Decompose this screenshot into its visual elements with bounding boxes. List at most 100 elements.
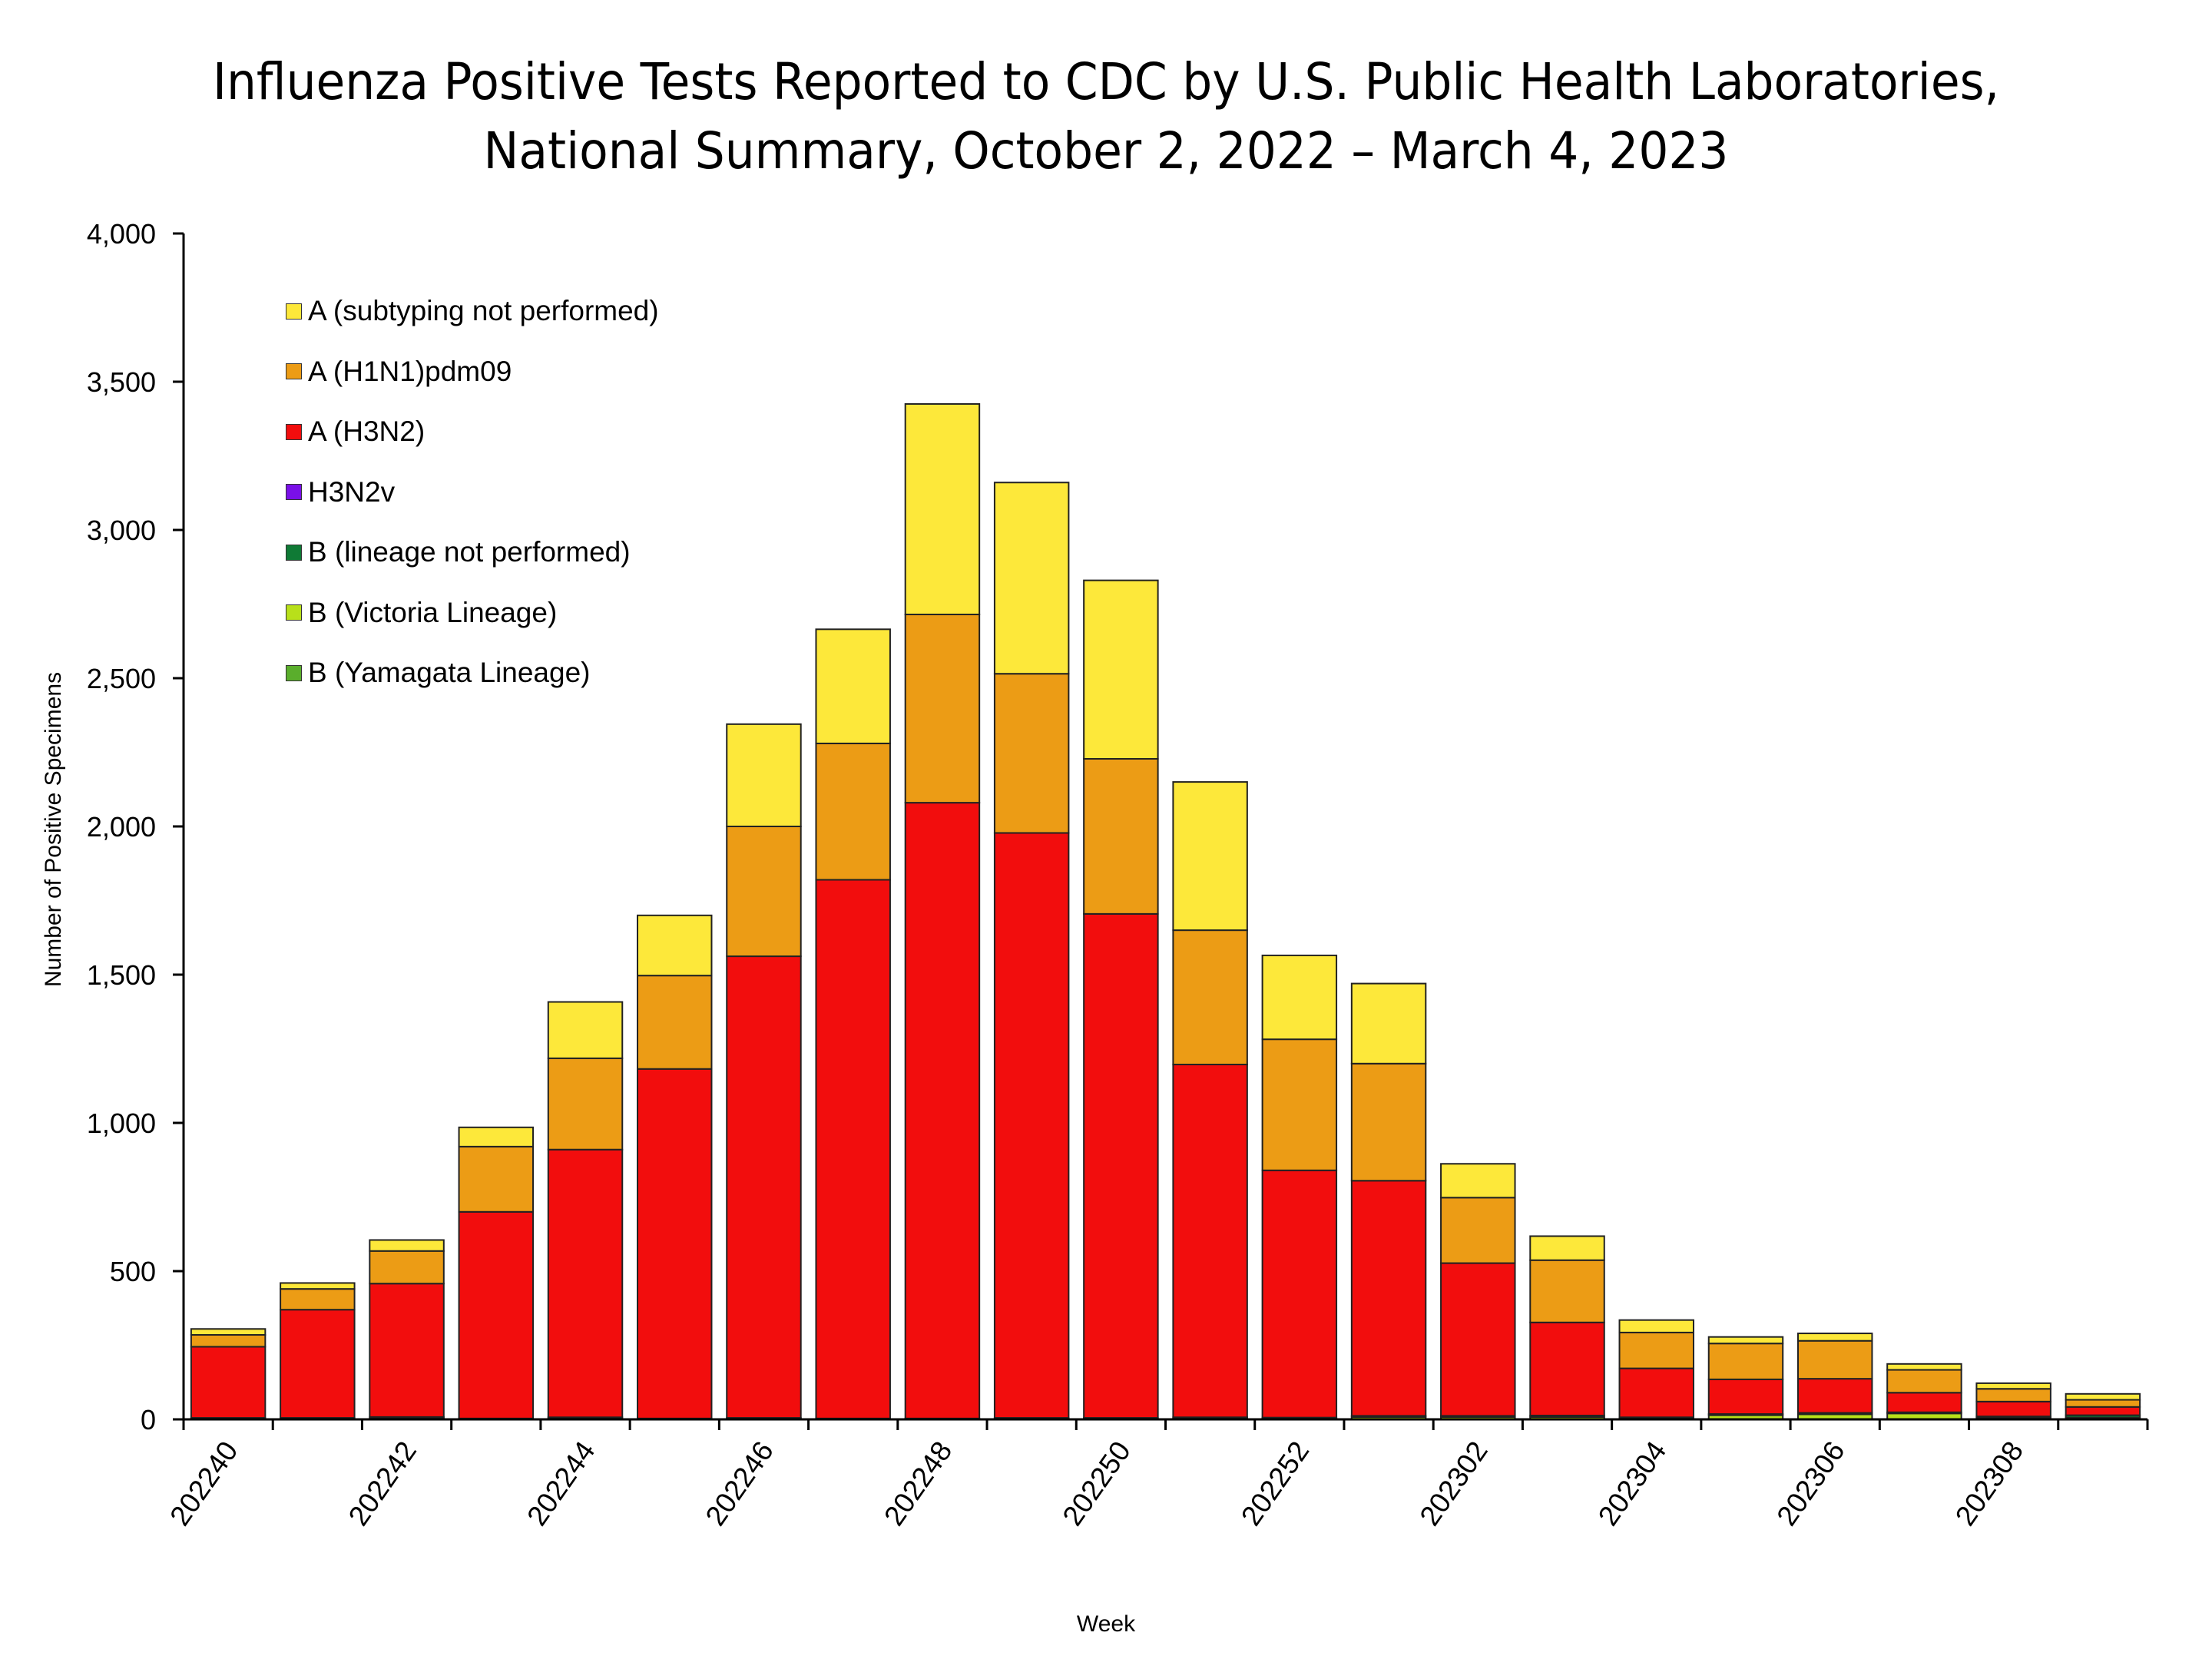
y-tick-label: 1,500 [87,959,156,991]
bar-segment [1172,781,1248,932]
bar-segment [993,673,1070,834]
bar-segment [458,1145,535,1213]
legend-label: A (subtyping not performed) [308,295,659,327]
bar-segment [190,1328,267,1336]
legend-item: B (Victoria Lineage) [286,583,659,644]
bar-segment [1886,1369,1962,1394]
x-axis-label: Week [1076,1611,1136,1637]
bar-segment [1440,1163,1516,1199]
bar-segment [190,1346,267,1419]
bar-segment [2065,1406,2141,1416]
bar-segment [1618,1367,1694,1419]
x-tick-label: 202240 [164,1435,243,1532]
bar-segment [1618,1331,1694,1369]
bar-segment [1796,1378,1873,1414]
legend-item: B (Yamagata Lineage) [286,643,659,704]
bar-segment [1440,1262,1516,1417]
bar-segment [190,1333,267,1348]
legend-swatch [286,363,302,380]
legend-item: B (lineage not performed) [286,522,659,583]
bar-segment [1796,1333,1873,1342]
bar-segment [726,723,802,828]
bar-segment [1529,1235,1605,1261]
bar-segment [904,402,981,616]
x-tick-label: 202308 [1949,1435,2029,1532]
legend-swatch [286,664,302,681]
bar-segment [1083,912,1159,1419]
legend-label: B (lineage not performed) [308,536,631,568]
y-tick-label: 3,500 [87,366,156,398]
bar-segment [280,1288,356,1311]
x-tick-label: 202302 [1413,1435,1493,1532]
bar-segment [1261,954,1338,1041]
legend-item: H3N2v [286,462,659,523]
bar-segment [1529,1259,1605,1323]
x-tick-label: 202306 [1770,1435,1850,1532]
legend-swatch [286,604,302,621]
bar-segment [280,1309,356,1419]
legend-label: B (Victoria Lineage) [308,596,558,628]
bar-segment [369,1250,445,1285]
bar-segment [280,1282,356,1290]
bar-segment [726,955,802,1419]
bar-segment [815,628,891,744]
chart-title: Influenza Positive Tests Reported to CDC… [78,48,2134,186]
legend-label: H3N2v [308,475,396,508]
legend-item: A (subtyping not performed) [286,281,659,342]
chart-title-line-2: National Summary, October 2, 2022 – Marc… [483,121,1729,180]
bars-layer [190,402,2141,1421]
bar-segment [547,1001,624,1059]
bar-segment [993,482,1070,675]
bar-segment [458,1126,535,1147]
bar-segment [369,1283,445,1418]
bar-segment [815,742,891,881]
y-tick-label: 4,000 [87,218,156,250]
bar-segment [369,1239,445,1252]
legend-item: A (H1N1)pdm09 [286,342,659,402]
legend: A (subtyping not performed) A (H1N1)pdm0… [286,281,659,704]
bar-segment [1975,1382,2051,1390]
bar-segment [547,1148,624,1419]
bar-segment [1083,757,1159,915]
bar-segment [1886,1363,1962,1371]
bar-segment [1886,1392,1962,1413]
x-tick-label: 202242 [343,1435,422,1532]
bar-segment [1172,929,1248,1065]
bar-segment [1350,982,1427,1065]
bar-segment [1083,579,1159,760]
legend-swatch [286,544,302,561]
x-tick-label: 202248 [878,1435,958,1532]
y-tick-label: 3,000 [87,515,156,546]
bar-segment [1707,1343,1784,1380]
x-tick-label: 202252 [1235,1435,1315,1532]
bar-segment [904,802,981,1419]
bar-segment [815,879,891,1419]
legend-label: A (H1N1)pdm09 [308,355,512,387]
bar-segment [1975,1400,2051,1418]
x-tick-label: 202246 [700,1435,780,1532]
x-tick-label: 202250 [1057,1435,1137,1532]
bar-segment [637,914,713,977]
bar-segment [1796,1339,1873,1380]
bar-segment [2065,1392,2141,1401]
y-tick-label: 500 [110,1256,156,1287]
y-tick-label: 0 [141,1404,156,1435]
x-tick-label: 202244 [521,1435,601,1532]
bar-segment [993,832,1070,1419]
bar-segment [1350,1062,1427,1182]
bar-segment [1618,1319,1694,1333]
bar-segment [1440,1197,1516,1264]
y-axis-label: Number of Positive Specimens [41,671,66,988]
bar-segment [2065,1399,2141,1408]
bar-segment [637,1068,713,1419]
bar-segment [904,614,981,804]
x-tick-label: 202304 [1592,1435,1672,1532]
y-tick-label: 2,000 [87,811,156,843]
legend-swatch [286,484,302,501]
bar-segment [547,1057,624,1151]
bar-segment [458,1210,535,1419]
y-tick-label: 2,500 [87,663,156,694]
bar-segment [1350,1180,1427,1417]
bar-segment [637,975,713,1070]
